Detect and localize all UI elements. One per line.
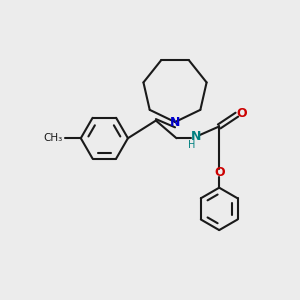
Text: O: O: [214, 166, 224, 178]
Text: CH₃: CH₃: [43, 133, 62, 143]
Text: H: H: [188, 140, 195, 150]
Text: N: N: [190, 130, 201, 143]
Text: O: O: [237, 107, 248, 120]
Text: N: N: [170, 116, 180, 128]
